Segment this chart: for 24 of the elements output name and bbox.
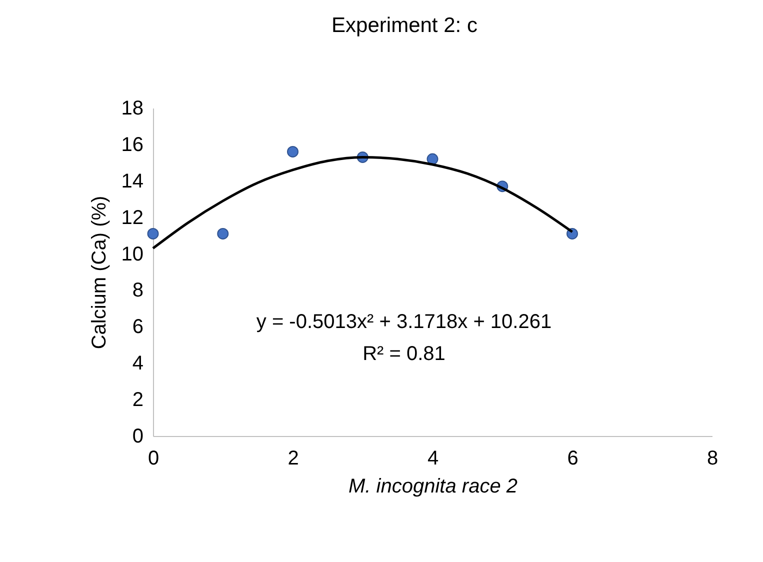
y-tick-label: 0 (132, 426, 144, 448)
y-tick-label: 6 (132, 316, 144, 338)
y-axis-title: Calcium (Ca) (%) (88, 196, 110, 350)
x-tick-label: 4 (427, 448, 439, 470)
y-tick-label: 4 (132, 352, 144, 375)
y-tick-label: 10 (121, 243, 144, 266)
point (426, 153, 438, 165)
chart-title: Experiment 2: c (332, 14, 478, 37)
y-tick-label: 2 (132, 389, 144, 412)
x-tick-label: 0 (148, 448, 160, 470)
point (147, 228, 159, 240)
y-tick-label: 18 (121, 98, 144, 120)
annotation: y = -0.5013x² + 3.1718x + 10.261 (256, 311, 552, 333)
point (217, 228, 229, 240)
x-axis-title: M. incognita race 2 (348, 476, 518, 498)
y-tick-label: 12 (121, 206, 144, 229)
y-tick-label: 16 (121, 134, 144, 156)
x-tick-label: 2 (288, 448, 299, 470)
y-tick-label: 8 (132, 280, 144, 302)
point (287, 146, 298, 158)
x-tick-label: 8 (706, 448, 718, 470)
y-tick-label: 14 (121, 170, 144, 192)
x-tick-label: 6 (567, 448, 578, 470)
annotation: R² = 0.81 (362, 343, 446, 365)
